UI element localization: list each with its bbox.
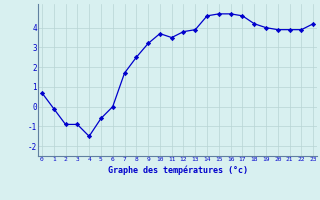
X-axis label: Graphe des températures (°c): Graphe des températures (°c) xyxy=(108,165,248,175)
